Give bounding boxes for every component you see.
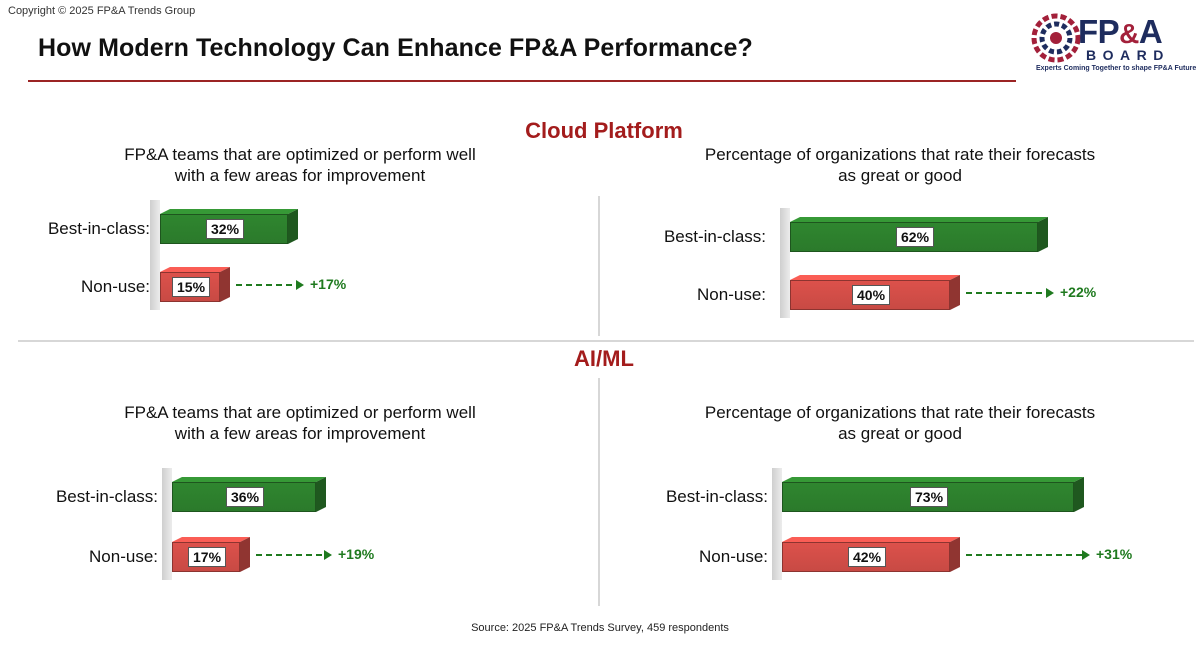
bar-value-label: 15%: [172, 277, 211, 297]
divider-vertical-bottom: [598, 378, 600, 606]
difference-arrow: [256, 550, 332, 560]
bar-top-face: [782, 477, 1084, 482]
page-title: How Modern Technology Can Enhance FP&A P…: [38, 34, 753, 62]
divider-vertical-top: [598, 196, 600, 336]
bar-value-label: 17%: [188, 547, 227, 567]
bar-top-face: [790, 275, 960, 280]
source-note: Source: 2025 FP&A Trends Survey, 459 res…: [471, 622, 729, 634]
difference-arrow: [236, 280, 304, 290]
chart-panel-aiml-forecasts: Percentage of organizations that rate th…: [610, 398, 1190, 598]
chart-panel-cloud-performance: FP&A teams that are optimized or perform…: [10, 138, 590, 338]
difference-label: +31%: [1096, 546, 1133, 562]
chart-panel-cloud-forecasts: Percentage of organizations that rate th…: [610, 138, 1190, 338]
bar-top-face: [782, 537, 960, 542]
bar-side-face: [950, 537, 960, 572]
bar-value-label: 73%: [910, 487, 949, 507]
bar-side-face: [1038, 217, 1048, 252]
bar-side-face: [1074, 477, 1084, 512]
copyright-text: Copyright © 2025 FP&A Trends Group: [8, 5, 196, 17]
section-title-aiml: AI/ML: [574, 346, 634, 371]
row-label-nonuse: Non-use:: [89, 547, 158, 566]
chart-subtitle: FP&A teams that are optimized or perform…: [10, 144, 590, 186]
chart-back-wall: [162, 468, 172, 580]
bar-value-label: 40%: [852, 285, 891, 305]
row-label-best: Best-in-class:: [47, 219, 150, 238]
logo-tagline: Experts Coming Together to shape FP&A Fu…: [1036, 65, 1197, 72]
bar-side-face: [240, 537, 250, 572]
chart-panel-aiml-performance: FP&A teams that are optimized or perform…: [10, 398, 590, 598]
title-underline: [28, 80, 1016, 82]
bar-value-label: 62%: [896, 227, 935, 247]
bar-top-face: [160, 209, 298, 214]
difference-label: +22%: [1060, 284, 1097, 300]
row-label-nonuse: Non-use:: [699, 547, 768, 566]
chart-subtitle: Percentage of organizations that rate th…: [610, 402, 1190, 444]
bar-side-face: [316, 477, 326, 512]
chart-subtitle-line: FP&A teams that are optimized or perform…: [124, 145, 476, 164]
row-label-nonuse: Non-use:: [81, 277, 150, 296]
chart-subtitle-line: FP&A teams that are optimized or perform…: [124, 403, 476, 422]
chart-subtitle-line: as great or good: [838, 166, 962, 185]
bar-top-face: [790, 217, 1048, 222]
difference-label: +19%: [338, 546, 375, 562]
bar-value-label: 32%: [206, 219, 245, 239]
chart-subtitle: FP&A teams that are optimized or perform…: [10, 402, 590, 444]
bar-top-face: [172, 537, 250, 542]
bar-side-face: [950, 275, 960, 310]
row-label-nonuse: Non-use:: [697, 285, 766, 304]
chart-subtitle-line: Percentage of organizations that rate th…: [704, 145, 1096, 164]
bar-top-face: [160, 267, 230, 272]
difference-arrow: [966, 550, 1090, 560]
fpa-board-logo: FP&A BOARD Experts Coming Together to sh…: [1030, 12, 1196, 74]
globe-logo-icon: [1031, 13, 1081, 63]
difference-label: +17%: [310, 276, 347, 292]
chart-subtitle-line: as great or good: [838, 424, 962, 443]
difference-arrow: [966, 288, 1054, 298]
bar-top-face: [172, 477, 326, 482]
chart-subtitle-line: with a few areas for improvement: [174, 424, 426, 443]
chart-back-wall: [772, 468, 782, 580]
bar-non-use: [790, 275, 960, 310]
divider-horizontal: [18, 340, 1194, 342]
chart-subtitle-line: with a few areas for improvement: [174, 166, 426, 185]
bar-face: [790, 280, 950, 310]
chart-subtitle-line: Percentage of organizations that rate th…: [704, 403, 1096, 422]
chart-back-wall: [150, 200, 160, 310]
bar-side-face: [288, 209, 298, 244]
logo-wordmark: FP&A: [1078, 13, 1163, 50]
bar-value-label: 36%: [226, 487, 265, 507]
row-label-best: Best-in-class:: [665, 487, 768, 506]
bar-value-label: 42%: [848, 547, 887, 567]
logo-board-text: BOARD: [1086, 47, 1170, 63]
section-title-cloud: Cloud Platform: [525, 118, 683, 143]
chart-back-wall: [780, 208, 790, 318]
row-label-best: Best-in-class:: [663, 227, 766, 246]
chart-subtitle: Percentage of organizations that rate th…: [610, 144, 1190, 186]
row-label-best: Best-in-class:: [55, 487, 158, 506]
bar-side-face: [220, 267, 230, 302]
